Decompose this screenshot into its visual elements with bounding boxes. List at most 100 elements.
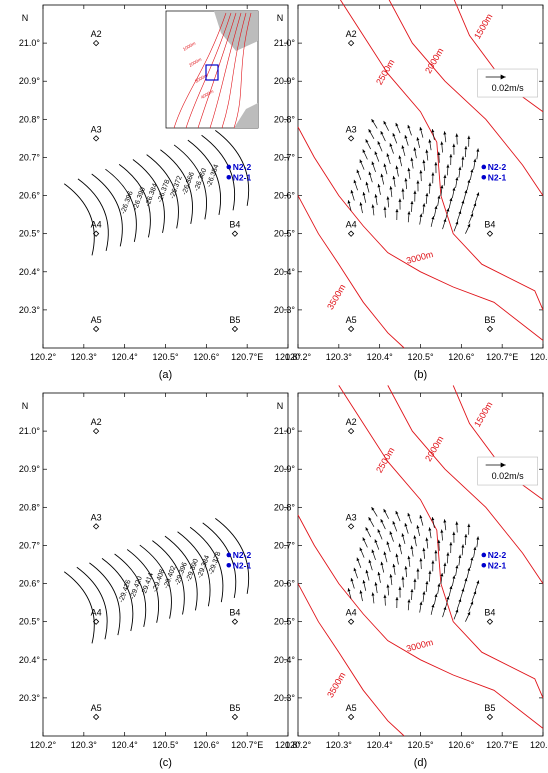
current-vector-head: [392, 175, 396, 180]
station-label: A4: [91, 608, 102, 618]
current-vector-head: [416, 180, 420, 184]
current-vector-head: [383, 508, 387, 513]
current-vector-head: [416, 137, 420, 141]
contour-line: [164, 535, 198, 611]
current-vector-head: [464, 577, 468, 582]
y-tick-label: 20.8°: [274, 114, 296, 124]
station-label: B5: [229, 703, 240, 713]
station-marker: [347, 618, 355, 625]
station-label: B5: [484, 315, 495, 325]
current-vector-head: [404, 566, 408, 570]
x-tick-label: 120.7°E: [231, 740, 263, 750]
mooring-label: N2-2: [233, 162, 252, 172]
mooring-marker: [481, 174, 487, 180]
mooring-label: N2-1: [233, 172, 252, 182]
current-vector-head: [449, 154, 453, 158]
current-vector-head: [422, 591, 426, 595]
isobath-line: [452, 385, 544, 501]
current-vector-head: [362, 192, 366, 196]
y-tick-label: 20.7°: [274, 540, 296, 550]
contour-line: [215, 518, 250, 594]
y-tick-label: 20.4°: [274, 655, 296, 665]
mooring-marker: [226, 174, 232, 180]
current-vector-head: [392, 521, 396, 525]
x-tick-label: 120.2°: [285, 352, 312, 362]
current-vector-head: [455, 521, 459, 525]
current-vector-head: [395, 208, 399, 213]
current-vector-head: [413, 190, 417, 194]
current-vector-head: [425, 192, 429, 197]
current-vector-head: [353, 179, 357, 184]
isobath-line: [297, 514, 544, 729]
current-vector-head: [473, 158, 477, 163]
current-vector-head: [419, 601, 423, 606]
y-tick-label: 20.3°: [274, 305, 296, 315]
mooring-marker: [481, 562, 487, 568]
current-vector-head: [458, 598, 462, 603]
station-label: A5: [91, 315, 102, 325]
current-vector-head: [458, 166, 462, 171]
station-marker: [486, 325, 494, 333]
current-vector-head: [428, 527, 432, 531]
current-vector-head: [419, 515, 423, 519]
x-tick-label: 120.8°: [275, 352, 302, 362]
current-vector-head: [443, 174, 447, 178]
station-label: A5: [91, 703, 102, 713]
scale-box: [477, 456, 538, 486]
mooring-marker: [226, 552, 232, 558]
current-vector-head: [401, 188, 405, 192]
mooring-marker: [226, 164, 232, 170]
station-marker: [92, 713, 100, 721]
y-tick-label: 20.6°: [274, 579, 296, 589]
current-vector-head: [419, 170, 423, 174]
current-vector-head: [401, 576, 405, 580]
contour-line: [91, 173, 123, 247]
current-vector-head: [464, 189, 468, 194]
scale-label: 0.02m/s: [492, 83, 525, 93]
current-vector-head: [377, 183, 381, 188]
y-tick-label: 20.5°: [274, 229, 296, 239]
current-vector-head: [374, 539, 378, 543]
panel-d: 120.2° 120.3° 120.4° 120.5° 120.6° 120.7°E 120…: [274, 385, 548, 769]
current-vector-head: [455, 565, 459, 569]
current-vector-head: [359, 590, 363, 594]
isobath-line: [338, 385, 544, 699]
station-label: A3: [346, 124, 357, 134]
station-label: A2: [346, 29, 357, 39]
current-vector-head: [467, 523, 471, 527]
current-vector-head: [392, 133, 396, 137]
isobath-line: [387, 385, 544, 584]
inset-isobath-label: 3000m: [194, 73, 209, 84]
y-tick-label: 20.7°: [19, 152, 41, 162]
plot-frame: [297, 392, 544, 737]
current-vector-head: [377, 529, 381, 533]
current-vector-head: [362, 537, 366, 541]
current-vector-head: [476, 148, 480, 152]
current-vector-head: [467, 567, 471, 571]
x-tick-label: 120.2°: [30, 740, 57, 750]
station-label: B5: [229, 315, 240, 325]
station-marker: [347, 325, 355, 333]
x-tick-label: 120.7°E: [231, 352, 263, 362]
current-vector-head: [365, 527, 369, 531]
current-vector-head: [443, 562, 447, 566]
isobath-line: [297, 195, 405, 349]
current-vector-head: [407, 599, 411, 603]
current-vector-head: [437, 539, 441, 544]
current-vector-head: [455, 133, 459, 137]
inset-isobath-label: 2000m: [188, 57, 203, 68]
current-vector-head: [350, 189, 354, 194]
y-tick-label: 20.9°: [274, 464, 296, 474]
station-label: A2: [91, 29, 102, 39]
isobath-line: [388, 0, 544, 196]
contour-line: [63, 183, 95, 256]
current-vector-head: [368, 517, 372, 521]
mooring-label: N2-2: [233, 550, 252, 560]
current-vector-head: [422, 547, 426, 552]
current-vector-head: [425, 149, 429, 153]
station-marker: [231, 618, 239, 625]
mooring-label: N2-2: [488, 550, 507, 560]
inset-isobath-label: 4000m: [200, 89, 215, 100]
current-vector-head: [356, 169, 360, 174]
current-vector-head: [374, 194, 378, 198]
